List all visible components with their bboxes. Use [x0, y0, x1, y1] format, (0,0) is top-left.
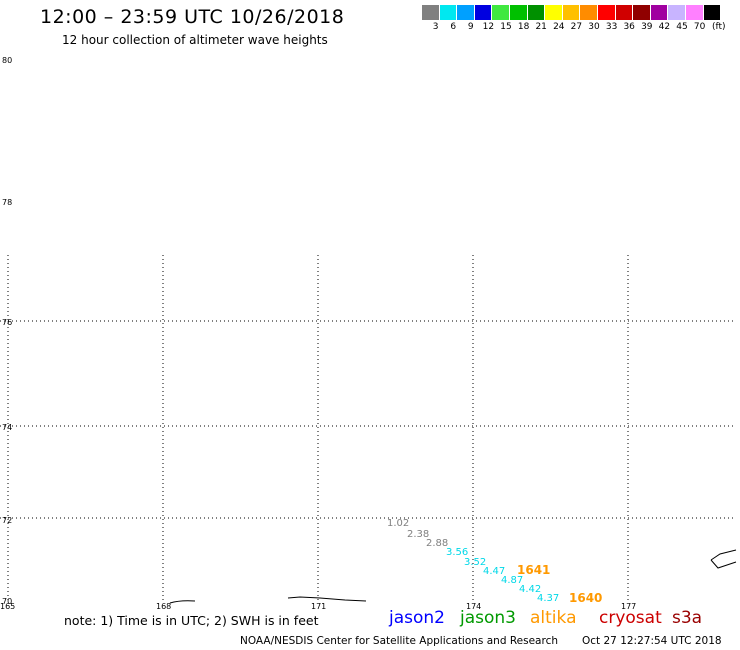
color-scale-unit: (ft) — [712, 22, 726, 32]
lon-label: 168 — [156, 602, 172, 611]
color-scale-bar — [422, 5, 722, 20]
swh-value: 1.02 — [387, 518, 410, 529]
lat-label: 80 — [2, 56, 13, 65]
color-scale-label: 45 — [676, 22, 688, 32]
lat-label: 72 — [2, 516, 13, 525]
color-swatch — [703, 5, 722, 20]
color-scale-label: 18 — [517, 22, 530, 32]
color-scale-label: 12 — [482, 22, 495, 32]
swh-value: 4.47 — [483, 566, 506, 577]
color-swatch — [580, 5, 598, 20]
satellite-legend-item: jason2 — [389, 608, 445, 628]
color-scale-label: 6 — [450, 22, 457, 32]
coastline-segment — [287, 596, 367, 602]
graticule — [0, 255, 736, 600]
color-swatch — [615, 5, 634, 20]
color-scale-label: 9 — [467, 22, 474, 32]
map-subtitle: 12 hour collection of altimeter wave hei… — [62, 33, 328, 47]
footer-credit: NOAA/NESDIS Center for Satellite Applica… — [240, 635, 558, 647]
satellite-legend-item: jason3 — [460, 608, 516, 628]
satellite-legend-item: altika — [530, 608, 577, 628]
footer-timestamp: Oct 27 12:27:54 UTC 2018 — [582, 635, 722, 647]
color-swatch — [527, 5, 546, 20]
legend-note: note: 1) Time is in UTC; 2) SWH is in fe… — [64, 613, 319, 628]
color-scale-label: 3 — [432, 22, 439, 32]
color-scale-label: 70 — [693, 22, 706, 32]
swh-value: 2.38 — [407, 529, 430, 540]
satellite-legend-item: cryosat — [599, 608, 662, 628]
color-swatch — [439, 5, 458, 20]
lon-label: 171 — [311, 602, 327, 611]
coastline-segment — [710, 549, 737, 569]
color-swatch — [457, 5, 475, 20]
color-swatch — [650, 5, 669, 20]
color-swatch — [545, 5, 563, 20]
color-swatch — [422, 5, 440, 20]
color-scale-label: 21 — [535, 22, 547, 32]
color-scale-label: 33 — [605, 22, 618, 32]
swh-value: 2.88 — [426, 538, 449, 549]
swh-value: 4.42 — [519, 584, 542, 595]
color-scale-label: 39 — [641, 22, 653, 32]
lon-label: 174 — [466, 602, 482, 611]
lon-label: 177 — [621, 602, 637, 611]
color-scale-label: 15 — [500, 22, 512, 32]
swh-value: 4.37 — [537, 593, 560, 604]
color-scale-label: 36 — [623, 22, 635, 32]
lat-label: 78 — [2, 198, 13, 207]
color-swatch — [492, 5, 510, 20]
swh-value: 3.56 — [446, 547, 469, 558]
coastline — [169, 549, 737, 604]
color-swatch — [685, 5, 704, 20]
pass-time: 1641 — [517, 563, 551, 577]
color-scale-label: 42 — [658, 22, 671, 32]
lon-label: 165 — [0, 602, 16, 611]
lat-label: 76 — [2, 318, 13, 327]
color-swatch — [509, 5, 528, 20]
swh-value: 3.52 — [464, 557, 487, 568]
color-scale-label: 24 — [553, 22, 565, 32]
pass-time: 1640 — [569, 591, 603, 605]
color-swatch — [668, 5, 686, 20]
coastline-segment — [169, 600, 196, 604]
color-swatch — [562, 5, 581, 20]
satellite-legend-item: s3a — [672, 608, 703, 628]
swh-value: 4.87 — [501, 575, 524, 586]
color-swatch — [633, 5, 651, 20]
color-scale-label: 30 — [588, 22, 600, 32]
map-title: 12:00 – 23:59 UTC 10/26/2018 — [40, 6, 345, 28]
lat-label: 70 — [2, 597, 13, 606]
color-swatch — [597, 5, 616, 20]
color-swatch — [474, 5, 493, 20]
lat-label: 74 — [2, 423, 13, 432]
color-scale-label: 27 — [570, 22, 583, 32]
